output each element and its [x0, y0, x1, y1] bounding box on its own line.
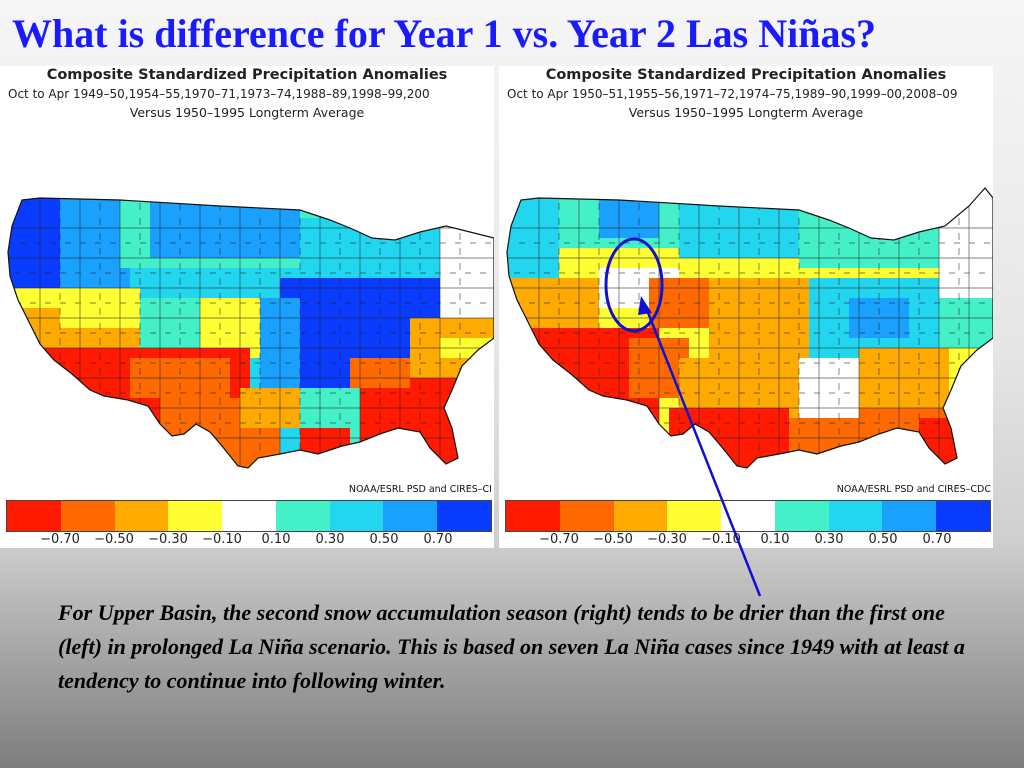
right-tick-6: 0.30 — [814, 532, 844, 547]
left-swatch-9 — [437, 501, 492, 531]
right-tick-3: −0.30 — [647, 532, 687, 547]
left-colorbar — [6, 500, 492, 532]
left-colorbar-ticks: −0.70 −0.50 −0.30 −0.10 0.10 0.30 0.50 0… — [6, 532, 492, 548]
slide-caption: For Upper Basin, the second snow accumul… — [58, 600, 965, 693]
right-swatch-3 — [613, 501, 668, 531]
right-swatch-5 — [721, 501, 775, 531]
left-swatch-4 — [168, 501, 223, 531]
right-colorbar-ticks: −0.70 −0.50 −0.30 −0.10 0.10 0.30 0.50 0… — [505, 532, 991, 548]
left-tick-2: −0.50 — [94, 532, 134, 547]
left-map-years: Oct to Apr 1949–50,1954–55,1970–71,1973–… — [8, 87, 430, 101]
left-map-credit: NOAA/ESRL PSD and CIRES–CI — [348, 484, 492, 495]
left-map-baseline: Versus 1950–1995 Longterm Average — [129, 105, 365, 120]
right-tick-1: −0.70 — [539, 532, 579, 547]
left-tick-4: −0.10 — [202, 532, 242, 547]
left-swatch-5 — [222, 501, 276, 531]
right-map-title: Composite Standardized Precipitation Ano… — [545, 67, 947, 83]
left-swatch-3 — [114, 501, 169, 531]
slide-title: What is difference for Year 1 vs. Year 2… — [12, 11, 877, 56]
left-swatch-2 — [60, 501, 115, 531]
right-precip-anomaly-map — [506, 187, 993, 469]
right-tick-5: 0.10 — [760, 532, 790, 547]
right-map-credit: NOAA/ESRL PSD and CIRES–CDC — [836, 484, 991, 495]
left-swatch-8 — [383, 501, 438, 531]
left-map-title: Composite Standardized Precipitation Ano… — [46, 67, 448, 83]
left-tick-8: 0.70 — [423, 532, 453, 547]
left-swatch-7 — [329, 501, 384, 531]
right-map-baseline: Versus 1950–1995 Longterm Average — [628, 105, 864, 120]
left-tick-1: −0.70 — [40, 532, 80, 547]
left-tick-3: −0.30 — [148, 532, 188, 547]
left-tick-6: 0.30 — [315, 532, 345, 547]
right-swatch-9 — [936, 501, 991, 531]
right-swatch-6 — [774, 501, 829, 531]
left-swatch-6 — [275, 501, 330, 531]
right-swatch-4 — [667, 501, 722, 531]
right-swatch-2 — [559, 501, 614, 531]
left-precip-anomaly-map — [7, 197, 494, 469]
right-swatch-1 — [506, 501, 560, 531]
right-swatch-8 — [882, 501, 937, 531]
right-map-panel: Composite Standardized Precipitation Ano… — [499, 66, 993, 548]
left-map-panel: Composite Standardized Precipitation Ano… — [0, 66, 494, 548]
right-tick-7: 0.50 — [868, 532, 898, 547]
right-tick-8: 0.70 — [922, 532, 952, 547]
right-tick-4: −0.10 — [701, 532, 741, 547]
left-tick-7: 0.50 — [369, 532, 399, 547]
right-colorbar — [505, 500, 991, 532]
right-map-years: Oct to Apr 1950–51,1955–56,1971–72,1974–… — [507, 87, 958, 101]
right-swatch-7 — [828, 501, 883, 531]
right-tick-2: −0.50 — [593, 532, 633, 547]
left-tick-5: 0.10 — [261, 532, 291, 547]
left-swatch-1 — [7, 501, 61, 531]
